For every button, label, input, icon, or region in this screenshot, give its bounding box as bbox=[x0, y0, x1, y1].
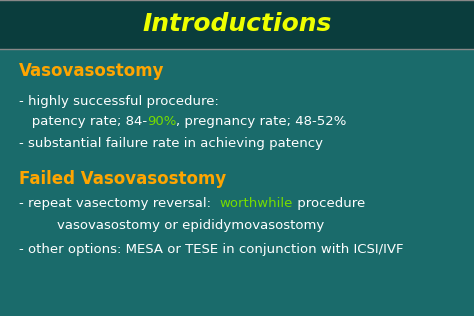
Text: , pregnancy rate; 48-52%: , pregnancy rate; 48-52% bbox=[176, 115, 347, 128]
Text: - substantial failure rate in achieving patency: - substantial failure rate in achieving … bbox=[19, 137, 323, 150]
Text: Introductions: Introductions bbox=[142, 13, 332, 36]
Text: Failed Vasovasostomy: Failed Vasovasostomy bbox=[19, 170, 226, 187]
Text: Vasovasostomy: Vasovasostomy bbox=[19, 62, 164, 80]
Bar bbox=[0, 0, 474, 49]
Text: vasovasostomy or epididymovasostomy: vasovasostomy or epididymovasostomy bbox=[57, 219, 324, 233]
Text: - highly successful procedure:: - highly successful procedure: bbox=[19, 94, 219, 108]
Text: worthwhile: worthwhile bbox=[219, 197, 293, 210]
Text: patency rate; 84-: patency rate; 84- bbox=[19, 115, 147, 128]
Text: - repeat vasectomy reversal:: - repeat vasectomy reversal: bbox=[19, 197, 219, 210]
Text: procedure: procedure bbox=[293, 197, 365, 210]
Text: - other options: MESA or TESE in conjunction with ICSI/IVF: - other options: MESA or TESE in conjunc… bbox=[19, 243, 403, 256]
Text: 90%: 90% bbox=[147, 115, 176, 128]
